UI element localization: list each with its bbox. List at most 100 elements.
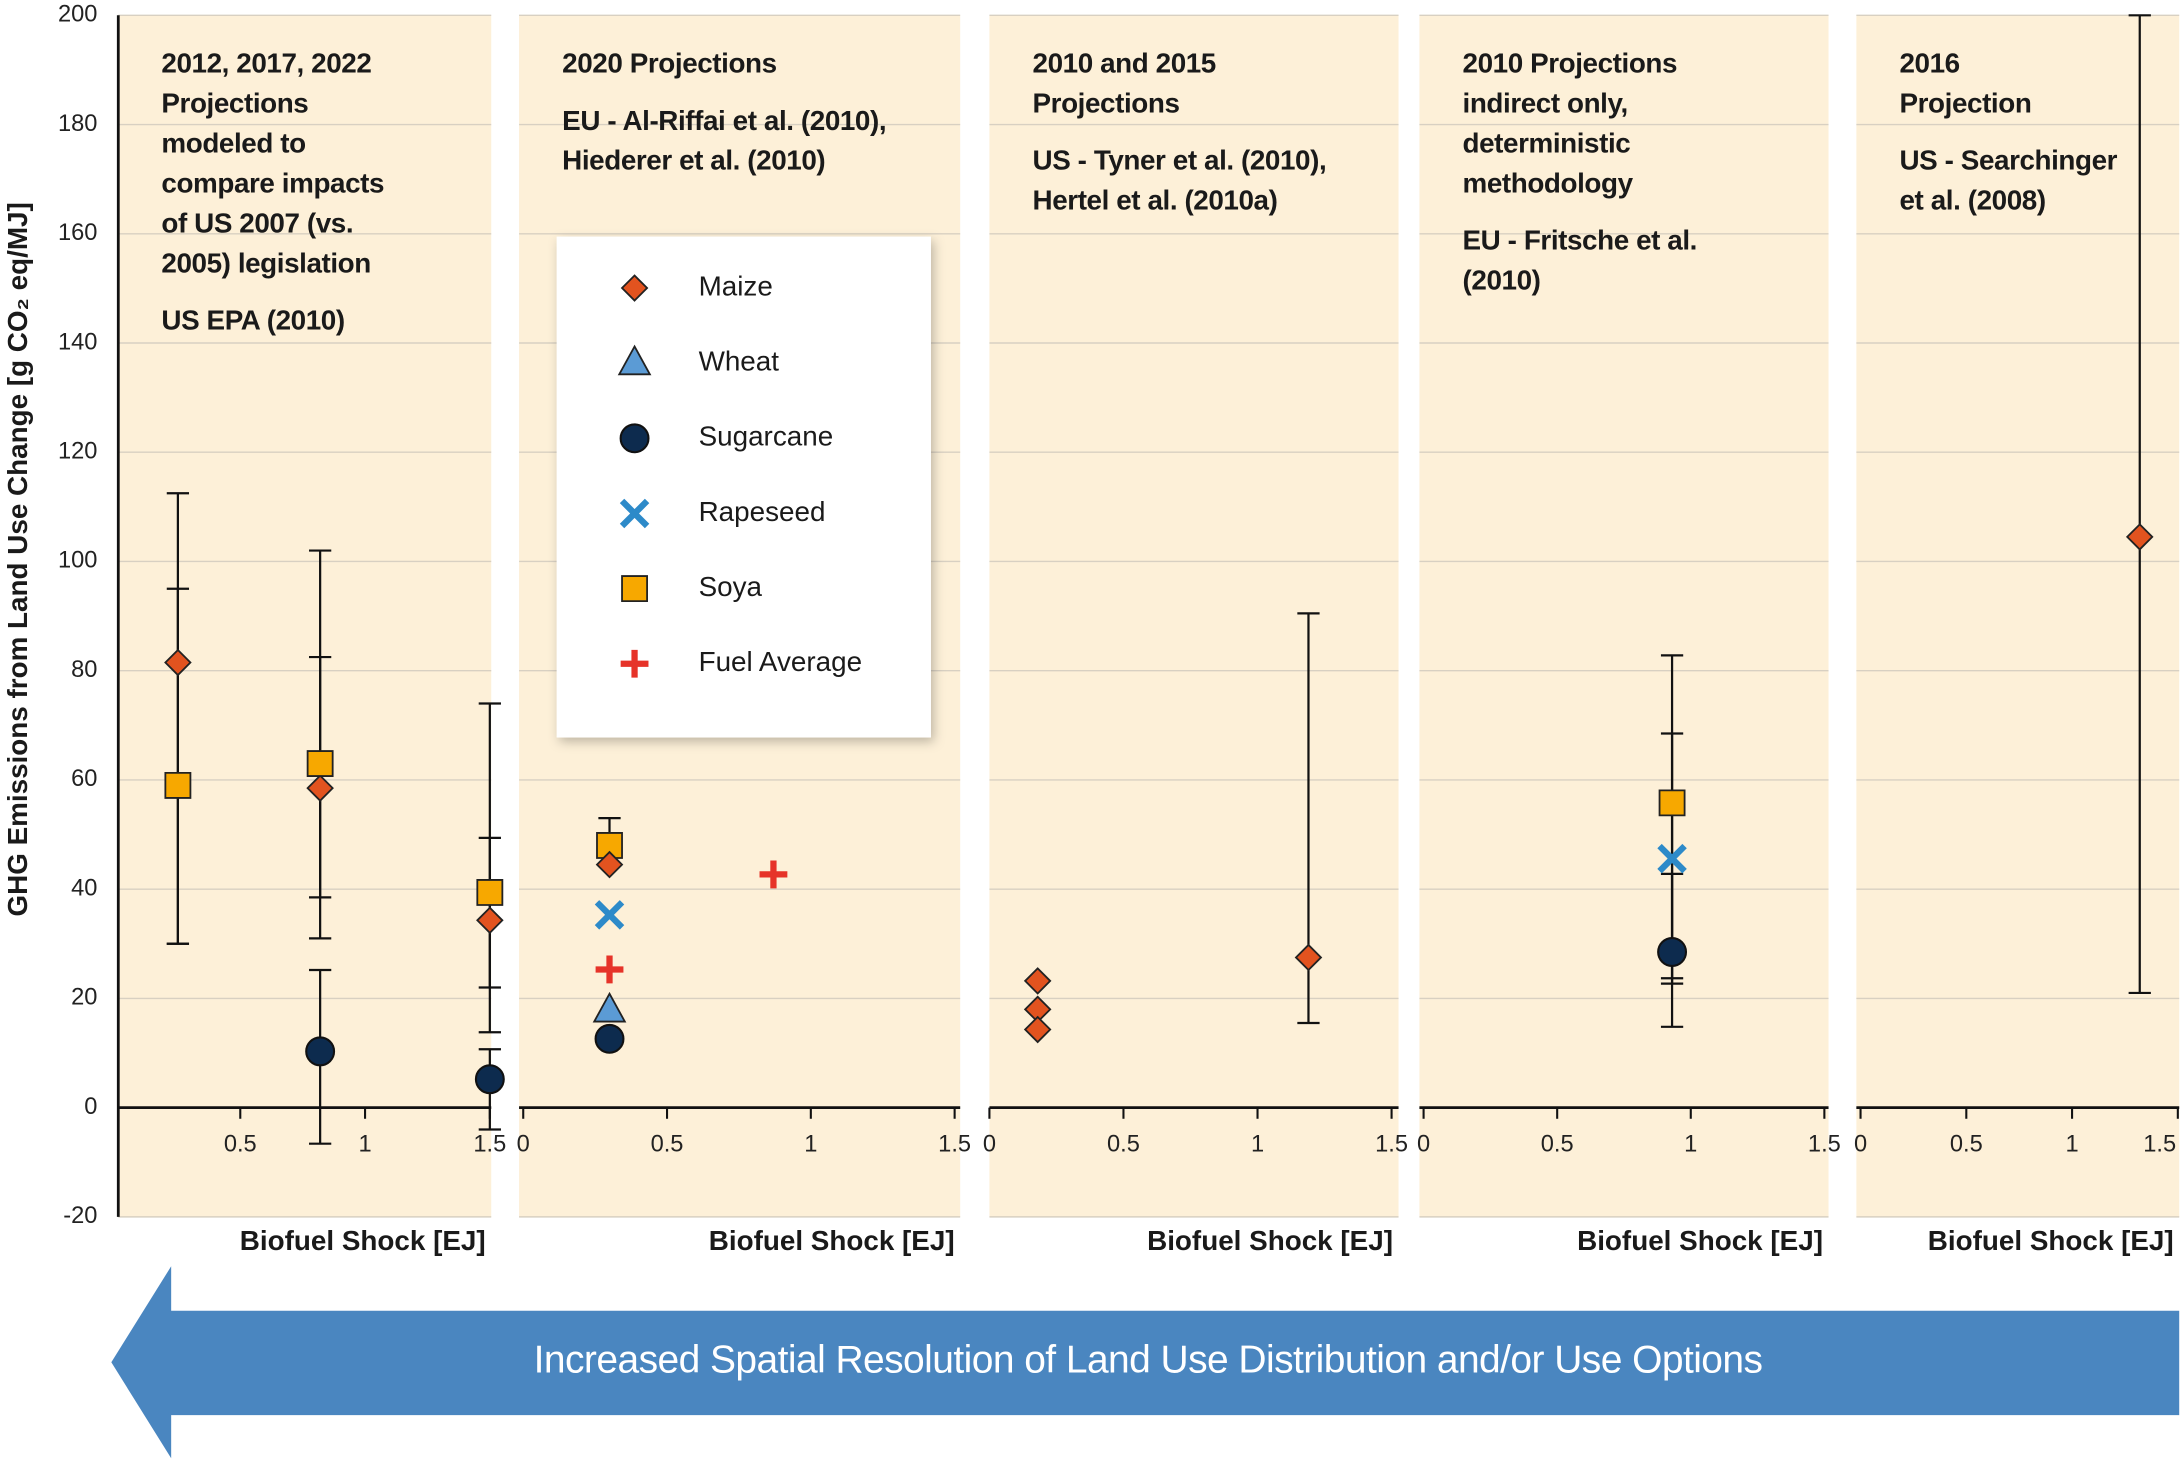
x-tick-label: 1 [358, 1131, 371, 1157]
panel-note: methodology [1463, 168, 1634, 199]
legend-marker [620, 274, 649, 302]
legend-label: Fuel Average [699, 646, 862, 677]
point [1658, 789, 1686, 817]
y-tick-label: 20 [71, 985, 97, 1011]
y-tick-label: 140 [58, 329, 97, 355]
panel-note: 2010 and 2015 [1033, 48, 1216, 79]
point [1023, 967, 1052, 995]
panel-note: deterministic [1463, 128, 1631, 159]
panel-note: 2010 Projections [1463, 48, 1678, 79]
point [2125, 523, 2154, 551]
point [306, 750, 334, 777]
x-tick-label: 0.5 [651, 1131, 684, 1157]
x-tick-label: 1.5 [1375, 1131, 1408, 1157]
x-tick-label: 0.5 [224, 1131, 257, 1157]
y-tick-label: 180 [58, 111, 97, 137]
x-tick-label: 0.5 [1541, 1131, 1574, 1157]
x-tick-label: 0 [1417, 1131, 1430, 1157]
x-tick-label: 1.5 [2143, 1131, 2176, 1157]
point [474, 1064, 505, 1095]
point [595, 850, 624, 879]
panel-note: Hiederer et al. (2010) [562, 145, 825, 176]
legend-label: Soya [699, 571, 763, 602]
panel-background [118, 15, 492, 1217]
x-axis-label: Biofuel Shock [EJ] [1928, 1225, 2174, 1256]
x-tick-label: 1 [1251, 1131, 1264, 1157]
point [164, 648, 192, 677]
panel-background [989, 15, 1399, 1217]
point [759, 860, 788, 889]
point [595, 955, 624, 984]
x-axis-label: Biofuel Shock [EJ] [1577, 1225, 1823, 1256]
point [594, 900, 625, 930]
panel-note: indirect only, [1463, 88, 1628, 119]
point [476, 879, 504, 906]
x-tick-label: 1.5 [1808, 1131, 1841, 1157]
panel-note: Projections [161, 88, 308, 119]
panel-background [1419, 15, 1829, 1217]
point [164, 771, 192, 799]
panel-note: EU - Fritsche et al. [1463, 225, 1697, 256]
x-axis-label: Biofuel Shock [EJ] [709, 1225, 955, 1256]
point [1657, 843, 1687, 874]
point [476, 906, 504, 935]
x-tick-label: 1.5 [473, 1131, 506, 1157]
point [594, 1023, 625, 1054]
x-tick-label: 0 [1854, 1131, 1867, 1157]
panel-note: et al. (2008) [1900, 185, 2046, 216]
legend-marker [619, 423, 650, 454]
error-bar [2128, 14, 2151, 995]
y-tick-label: 160 [58, 220, 97, 246]
point [1023, 1015, 1052, 1044]
point [306, 774, 334, 802]
arrow-text: Increased Spatial Resolution of Land Use… [534, 1339, 1763, 1382]
panel-note: US - Searchinger [1900, 145, 2118, 176]
legend-label: Sugarcane [699, 421, 834, 452]
x-tick-label: 1.5 [938, 1131, 971, 1157]
point [1657, 937, 1688, 967]
panel-note: Projections [1033, 88, 1180, 119]
panel-note: 2020 Projections [562, 48, 777, 79]
panel-note: US - Tyner et al. (2010), [1033, 145, 1327, 176]
x-tick-label: 1 [2065, 1131, 2078, 1157]
y-tick-label: 0 [84, 1094, 97, 1120]
x-tick-label: 0.5 [1107, 1131, 1140, 1157]
arrow [111, 1266, 2180, 1459]
panel-background [1856, 15, 2180, 1217]
panel-note: of US 2007 (vs. [161, 208, 353, 239]
point [592, 991, 627, 1023]
x-tick-label: 0 [517, 1131, 530, 1157]
y-tick-label: -20 [63, 1203, 97, 1229]
legend-label: Maize [699, 270, 773, 301]
error-bar [478, 702, 501, 989]
y-tick-label: 200 [58, 2, 97, 28]
y-tick-label: 40 [71, 875, 97, 901]
point [596, 832, 623, 859]
panel-note: (2010) [1463, 265, 1541, 296]
panel-note: modeled to [161, 128, 305, 159]
legend-box [556, 236, 931, 738]
panel-note: compare impacts [161, 168, 384, 199]
y-tick-label: 120 [58, 438, 97, 464]
legend-label: Wheat [699, 346, 780, 377]
panel-note: 2016 [1900, 48, 1960, 79]
x-tick-label: 0.5 [1950, 1131, 1983, 1157]
point [1294, 943, 1323, 972]
panel-note: EU - Al-Riffai et al. (2010), [562, 105, 886, 136]
legend-marker [617, 344, 652, 376]
point [305, 1036, 336, 1067]
legend-label: Rapeseed [699, 496, 826, 527]
y-tick-label: 60 [71, 766, 97, 792]
y-axis-label: GHG Emissions from Land Use Change [g CO… [2, 202, 33, 916]
y-tick-label: 100 [58, 548, 97, 574]
y-tick-label: 80 [71, 657, 97, 683]
panel-note: US EPA (2010) [161, 304, 344, 335]
panel-note: Projection [1900, 88, 2032, 119]
legend-marker [621, 575, 648, 603]
x-tick-label: 1 [804, 1131, 817, 1157]
x-axis-label: Biofuel Shock [EJ] [1147, 1225, 1393, 1256]
legend-marker [619, 498, 650, 529]
error-bar [309, 549, 332, 940]
panel-note: Hertel et al. (2010a) [1033, 185, 1278, 216]
